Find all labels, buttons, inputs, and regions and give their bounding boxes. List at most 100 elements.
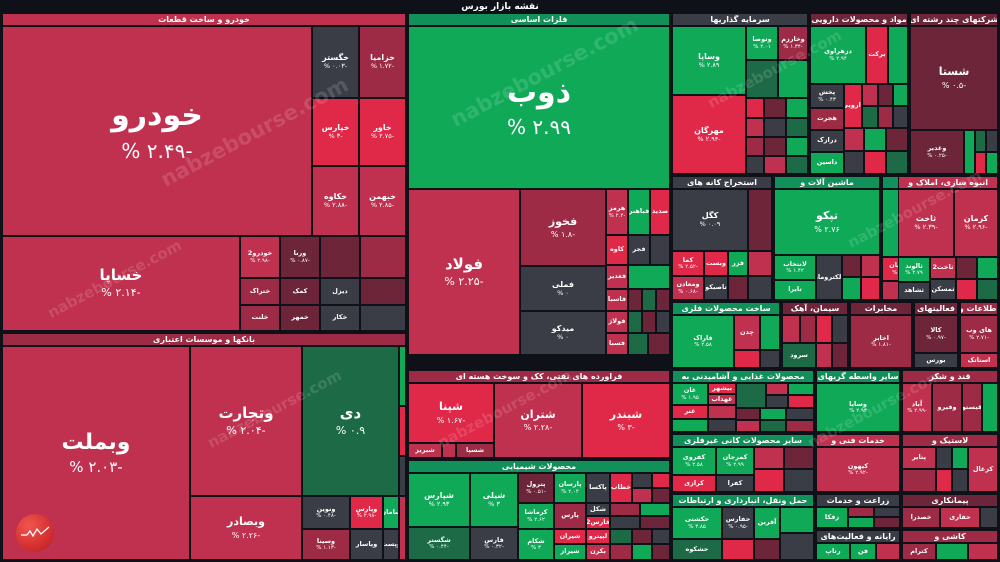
- tile-mi-m2[interactable]: [728, 276, 748, 300]
- tile-inv-m3[interactable]: [746, 98, 764, 118]
- tile-parsan[interactable]: پارسان ۲.۰۴ %: [554, 473, 586, 503]
- tile-fo-m13[interactable]: [760, 420, 786, 432]
- sector-header-infotech[interactable]: اطلاعات و: [960, 302, 998, 315]
- tile-mu-m5[interactable]: [986, 152, 998, 174]
- tile-fezr[interactable]: فزر: [728, 251, 748, 276]
- tile-sarood[interactable]: سرود: [782, 343, 816, 368]
- tile-chem-misc6[interactable]: [640, 503, 670, 516]
- tile-chem-misc3[interactable]: [632, 488, 652, 503]
- tile-vapars[interactable]: وپارس -۲.۹۸ %: [350, 496, 383, 529]
- tile-fabahonar[interactable]: فباهنر: [628, 189, 650, 235]
- tile-derazak[interactable]: درازک: [810, 130, 844, 152]
- sector-sugar[interactable]: قند و شکر آباد -۲.۹۹ % وفیرو قیستو: [902, 370, 998, 432]
- tile-sakht2[interactable]: ثاخت2: [930, 257, 956, 279]
- tile-pakhsh[interactable]: پخش ۰.۴۳ %: [810, 84, 844, 108]
- tile-fo-m3[interactable]: [708, 419, 736, 432]
- sector-rubber[interactable]: لاستیک و پتایر کزغال: [902, 434, 998, 492]
- sector-header-agri[interactable]: زراعت و خدمات: [816, 494, 900, 507]
- tile-hejrat[interactable]: هجرت: [810, 108, 844, 130]
- tile-bishahr[interactable]: بیشهر: [708, 383, 736, 394]
- tile-khtarak[interactable]: ختراک: [240, 278, 280, 305]
- sector-petro[interactable]: فراورده های نفتی، کک و سوخت هسته ای شپنا…: [408, 370, 670, 458]
- tile-fo-m10[interactable]: [760, 408, 786, 420]
- tile-chem-misc7[interactable]: [610, 516, 640, 529]
- tile-chem-misc10[interactable]: [632, 529, 652, 544]
- tile-metal-misc1[interactable]: [650, 235, 670, 265]
- tile-vafiro[interactable]: وفیرو: [932, 383, 962, 432]
- tile-ph-m11[interactable]: [844, 151, 864, 174]
- sector-header-activities[interactable]: فعالیتهای: [914, 302, 958, 315]
- tile-mu-m2[interactable]: [975, 130, 986, 152]
- tile-ma-m4[interactable]: [861, 277, 880, 300]
- tile-shegostar[interactable]: شگستر -۰.۴۴ %: [408, 527, 470, 560]
- tile-ce-m4[interactable]: [832, 315, 848, 343]
- tile-ag-m3[interactable]: [848, 517, 874, 528]
- tile-ph-m4[interactable]: [893, 84, 908, 106]
- tile-bank-misc1[interactable]: [399, 346, 406, 406]
- tile-ag-m1[interactable]: [848, 507, 874, 517]
- tile-hashokooh[interactable]: حشکوه: [672, 539, 722, 560]
- tile-inv-m11[interactable]: [786, 137, 808, 156]
- tile-mu-m1[interactable]: [964, 130, 975, 174]
- tile-ph-m3[interactable]: [878, 84, 893, 106]
- tile-kafaroy[interactable]: کفروی ۲.۵۸ %: [672, 447, 716, 475]
- tile-tr-m2[interactable]: [754, 539, 780, 560]
- tile-ph-m6[interactable]: [878, 106, 893, 128]
- tile-ce-m5[interactable]: [816, 343, 832, 368]
- tile-shekam[interactable]: شکام ۳ %: [518, 529, 554, 560]
- sector-machinery[interactable]: ماشین آلات و تپکو ۲.۷۶ % لانتخاب ۱.۴۲ % …: [774, 176, 880, 300]
- sector-header-invest[interactable]: سرمایه گذاریها: [672, 13, 808, 26]
- tile-cn-m1[interactable]: [980, 507, 998, 528]
- tile-ph-m7[interactable]: [893, 106, 908, 128]
- sector-transport[interactable]: حمل ونقل، انبارداری و ارتباطات حکشتی ۳.۸…: [672, 494, 814, 560]
- tile-ghenar[interactable]: غنر: [672, 405, 708, 419]
- tile-mi-m4[interactable]: [748, 276, 772, 300]
- tile-zafka[interactable]: زفکا: [816, 507, 848, 528]
- tile-chem-misc4[interactable]: [652, 488, 670, 503]
- tile-khzamia[interactable]: خزامیا -۱.۷۲ %: [359, 26, 406, 98]
- tile-vabest[interactable]: وبست: [704, 251, 728, 276]
- tile-chodan[interactable]: چدن: [734, 315, 760, 350]
- tile-inv-m10[interactable]: [764, 137, 786, 156]
- tile-vaghadir[interactable]: وغدیر -۰.۲۵ %: [910, 130, 964, 174]
- tile-mp-m2[interactable]: [734, 350, 760, 368]
- sector-financial[interactable]: سایر واسطه گریهای وسایا ۲.۹۳ %: [816, 370, 900, 432]
- tile-vanovin[interactable]: ونوین -۰.۴۸ %: [302, 496, 350, 529]
- sector-header-nonmetal[interactable]: سایر محصولات کانی غیرفلزی: [672, 434, 814, 447]
- sector-header-banks[interactable]: بانکها و موسسات اعتباری: [2, 333, 406, 346]
- tile-inv-m9[interactable]: [746, 137, 764, 156]
- tile-komak[interactable]: کمک: [280, 278, 320, 305]
- tile-vasaya[interactable]: وسایا ۲.۹۳ %: [816, 383, 900, 432]
- sector-header-tile[interactable]: کاشی و: [902, 530, 998, 543]
- tile-bors[interactable]: بورس: [914, 353, 958, 368]
- tile-shapna[interactable]: شپنا -۱.۶۷ %: [408, 383, 494, 443]
- tile-inv-m4[interactable]: [764, 98, 786, 118]
- tile-vamaaden[interactable]: ومعادن -۰.۶۸ %: [672, 276, 704, 300]
- tile-metal-misc9[interactable]: [628, 333, 648, 355]
- sector-invest[interactable]: سرمایه گذاریها وساپا ۲.۸۹ % مهرگان -۲.۹۴…: [672, 13, 808, 174]
- tile-vasina[interactable]: وسینا -۱.۱۳ %: [302, 529, 350, 560]
- sector-banks[interactable]: بانکها و موسسات اعتباری وبملت -۲.۰۳ % وت…: [2, 333, 406, 560]
- sector-infotech[interactable]: اطلاعات و های وب -۲.۷۱ % استاتک: [960, 302, 998, 368]
- tile-mi-m1[interactable]: [748, 189, 772, 251]
- tile-fo-m5[interactable]: [766, 383, 788, 395]
- tile-inv-m14[interactable]: [786, 156, 808, 174]
- tile-vatosa[interactable]: وتوصا ۲.۰۱ %: [746, 26, 778, 60]
- tile-shapars[interactable]: شپارس ۲.۹۳ %: [408, 473, 470, 527]
- tile-astatak[interactable]: استاتک: [960, 353, 998, 368]
- tile-akhaber[interactable]: اخابر -۱.۸۱ %: [850, 315, 912, 368]
- tile-afarin[interactable]: آفرین: [754, 507, 780, 539]
- sector-agri[interactable]: زراعت و خدمات زفکا: [816, 494, 900, 528]
- tile-khlant[interactable]: خلنت: [240, 305, 280, 331]
- tile-pars[interactable]: پارس: [554, 503, 586, 529]
- tile-vasapa[interactable]: وساپا ۲.۸۹ %: [672, 26, 746, 95]
- tile-sadid[interactable]: صدید: [650, 189, 670, 235]
- tile-ghisto[interactable]: قیستو: [962, 383, 982, 432]
- tile-inv-m1[interactable]: [746, 60, 778, 98]
- tile-tapko[interactable]: تپکو ۲.۷۶ %: [774, 189, 880, 255]
- tile-karazi[interactable]: کرازی: [672, 475, 716, 492]
- tile-chem-misc5[interactable]: [610, 503, 640, 516]
- tile-nm-m1[interactable]: [754, 447, 784, 469]
- tile-shekl[interactable]: شکل: [586, 503, 610, 516]
- tile-darooi[interactable]: دارویی: [844, 84, 862, 128]
